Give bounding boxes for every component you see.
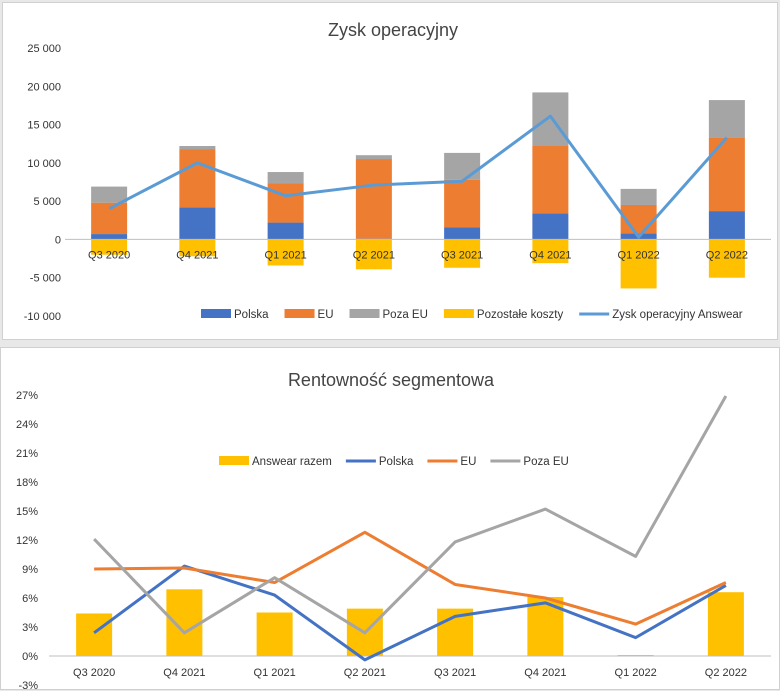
bar-polska [532, 213, 569, 240]
y-tick-label: 10 000 [27, 158, 61, 170]
segment-profitability-chart-panel: Rentowność segmentowa -3% 0% 3% 6% 9% 12% 15% 1… [0, 347, 780, 691]
line-poza-eu [93, 395, 728, 635]
y-tick-label: 25 000 [27, 43, 61, 55]
bar-polska [267, 222, 304, 240]
bar-poza-eu [267, 172, 304, 184]
bar-pozostale-koszty [267, 239, 304, 266]
y-tick-label: -3% [18, 680, 38, 691]
legend-swatch-pozostale-koszty [443, 309, 474, 318]
x-tick-label: Q3 2020 [88, 249, 130, 261]
bar-poza-eu [91, 186, 128, 203]
x-tick-label: Q3 2020 [73, 667, 115, 679]
y-tick-label: 20 000 [27, 81, 61, 93]
legend-label-poza-eu: Poza EU [383, 309, 428, 321]
y-tick-label: 24% [16, 419, 38, 431]
bar-eu [267, 183, 304, 223]
legend-label-pozostale-koszty: Pozostałe koszty [477, 309, 564, 321]
x-tick-label: Q4 2021 [163, 667, 205, 679]
bar-eu [532, 146, 569, 214]
legend-swatch-poza-eu [349, 309, 380, 318]
chart-title: Zysk operacyjny [328, 20, 458, 40]
x-tick-label: Q1 2021 [265, 249, 307, 261]
y-tick-label: -10 000 [24, 311, 61, 323]
bar-answear-razem [617, 655, 654, 656]
bar-pozostale-koszty [532, 239, 569, 264]
bar-eu [708, 137, 745, 212]
legend-swatch-answear-razem [219, 456, 249, 465]
legend-label-eu: EU [460, 456, 476, 468]
bar-pozostale-koszty [355, 239, 392, 270]
y-tick-label: 15 000 [27, 120, 61, 132]
line-eu [94, 530, 727, 626]
bar-pozostale-koszty [620, 239, 657, 289]
legend-swatch-polska [201, 309, 231, 318]
y-tick-label: 27% [16, 390, 38, 402]
x-tick-label: Q4 2021 [176, 249, 218, 261]
operating-profit-chart: Zysk operacyjny Polska EU Poza EU Pozostałe… [24, 20, 771, 323]
x-tick-label: Q2 2021 [344, 667, 386, 679]
line-zysk-operacyjny-answear [108, 114, 728, 239]
y-tick-label: 5 000 [33, 196, 61, 208]
chart-title: Rentowność segmentowa [288, 370, 495, 390]
bar-pozostale-koszty [708, 239, 745, 278]
y-tick-label: 9% [22, 564, 38, 576]
x-tick-label: Q4 2021 [529, 249, 571, 261]
bar-answear-razem [166, 589, 203, 656]
legend-label-zysk-operacyjny-answear: Zysk operacyjny Answear [612, 309, 743, 321]
operating-profit-chart-panel: Zysk operacyjny Polska EU Poza EU Pozostałe… [2, 2, 778, 340]
x-tick-label: Q2 2022 [705, 667, 747, 679]
legend-label-poza-eu: Poza EU [523, 456, 568, 468]
bar-eu [444, 179, 481, 228]
bar-answear-razem [256, 612, 293, 656]
bar-pozostale-koszty [444, 239, 481, 268]
bar-answear-razem [707, 592, 744, 656]
bar-poza-eu [355, 155, 392, 160]
bar-answear-razem [76, 613, 113, 656]
bar-poza-eu [179, 146, 216, 150]
x-tick-label: Q4 2021 [524, 667, 566, 679]
legend-label-answear-razem: Answear razem [252, 456, 332, 468]
bar-poza-eu [532, 92, 569, 147]
y-tick-label: 21% [16, 448, 38, 460]
bar-polska [708, 211, 745, 240]
bar-pozostale-koszty [91, 239, 128, 255]
bar-eu [179, 149, 216, 208]
x-tick-label: Q1 2022 [618, 249, 660, 261]
segment-profitability-chart: Rentowność segmentowa -3% 0% 3% 6% 9% 12% 15% 1… [16, 370, 771, 691]
y-tick-label: 6% [22, 593, 38, 605]
y-tick-label: -5 000 [30, 273, 61, 285]
x-tick-label: Q3 2021 [441, 249, 483, 261]
bar-pozostale-koszty [179, 239, 216, 257]
x-tick-label: Q2 2022 [706, 249, 748, 261]
y-tick-label: 18% [16, 477, 38, 489]
bar-polska [179, 207, 216, 240]
y-tick-label: 0% [22, 651, 38, 663]
bar-poza-eu [620, 188, 657, 205]
y-tick-label: 15% [16, 506, 38, 518]
bar-eu [355, 159, 392, 239]
y-tick-label: 0 [55, 234, 61, 246]
x-tick-label: Q2 2021 [353, 249, 395, 261]
y-tick-label: 3% [22, 622, 38, 634]
x-tick-label: Q1 2022 [615, 667, 657, 679]
legend-label-polska: Polska [234, 309, 269, 321]
x-tick-label: Q3 2021 [434, 667, 476, 679]
bar-polska [444, 227, 481, 240]
bar-poza-eu [708, 100, 745, 138]
y-tick-label: 12% [16, 535, 38, 547]
legend-label-eu: EU [318, 309, 334, 321]
legend-label-polska: Polska [379, 456, 414, 468]
bar-polska [91, 234, 128, 240]
legend-swatch-eu [284, 309, 315, 318]
x-tick-label: Q1 2021 [254, 667, 296, 679]
bar-poza-eu [444, 152, 481, 180]
